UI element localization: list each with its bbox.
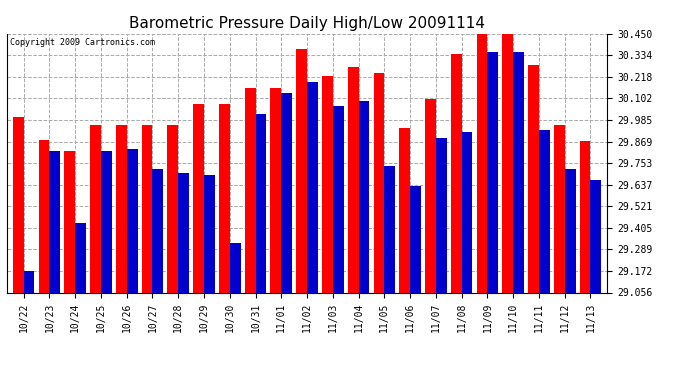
Bar — [127, 149, 137, 292]
Bar — [141, 125, 152, 292]
Title: Barometric Pressure Daily High/Low 20091114: Barometric Pressure Daily High/Low 20091… — [129, 16, 485, 31]
Bar — [270, 88, 282, 292]
Bar — [513, 52, 524, 292]
Bar — [282, 93, 292, 292]
Bar — [384, 165, 395, 292]
Bar — [580, 141, 591, 292]
Bar — [296, 49, 307, 292]
Bar — [425, 99, 436, 292]
Bar — [359, 100, 369, 292]
Bar — [50, 151, 60, 292]
Bar — [564, 169, 575, 292]
Bar — [410, 186, 421, 292]
Bar — [230, 243, 241, 292]
Bar — [591, 180, 601, 292]
Bar — [178, 173, 189, 292]
Bar — [502, 34, 513, 292]
Bar — [193, 104, 204, 292]
Bar — [101, 151, 112, 292]
Bar — [168, 125, 178, 292]
Bar — [400, 128, 410, 292]
Bar — [322, 76, 333, 292]
Bar — [487, 52, 498, 292]
Bar — [219, 104, 230, 292]
Bar — [39, 140, 50, 292]
Bar — [373, 73, 384, 292]
Bar — [116, 125, 127, 292]
Bar — [462, 132, 473, 292]
Bar — [477, 34, 487, 292]
Bar — [90, 125, 101, 292]
Bar — [204, 175, 215, 292]
Bar — [245, 88, 255, 292]
Bar — [348, 67, 359, 292]
Bar — [307, 82, 318, 292]
Bar — [23, 272, 34, 292]
Bar — [13, 117, 23, 292]
Bar — [539, 130, 550, 292]
Bar — [152, 169, 164, 292]
Bar — [451, 54, 462, 292]
Bar — [528, 65, 539, 292]
Bar — [255, 114, 266, 292]
Bar — [64, 151, 75, 292]
Bar — [554, 125, 564, 292]
Bar — [333, 106, 344, 292]
Bar — [75, 223, 86, 292]
Bar — [436, 138, 446, 292]
Text: Copyright 2009 Cartronics.com: Copyright 2009 Cartronics.com — [10, 38, 155, 46]
